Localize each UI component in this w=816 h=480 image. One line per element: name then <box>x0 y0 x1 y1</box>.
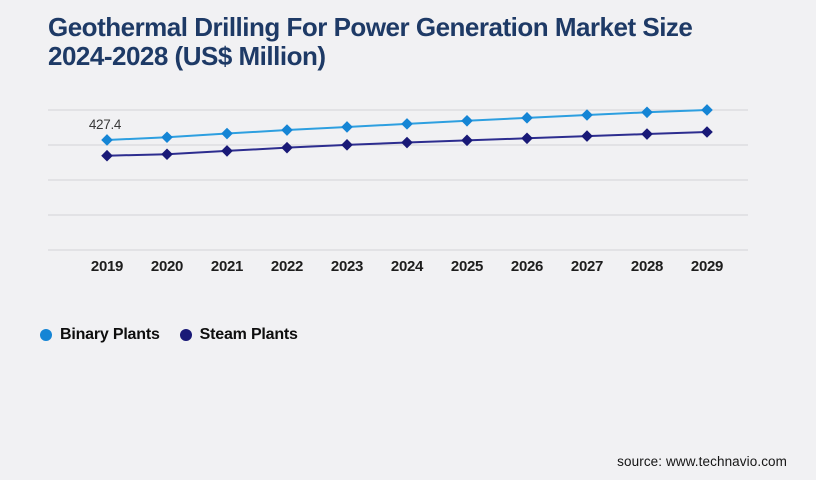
data-point-marker <box>521 132 533 145</box>
data-point-marker <box>641 106 653 119</box>
data-point-marker <box>521 112 533 124</box>
x-axis-label: 2021 <box>211 258 243 275</box>
chart-title-line2: 2024-2028 (US$ Million) <box>48 41 326 71</box>
data-point-marker <box>581 130 593 142</box>
data-point-marker <box>221 127 233 140</box>
x-axis-label: 2022 <box>271 258 303 275</box>
x-axis-label: 2024 <box>391 258 424 275</box>
data-point-marker <box>341 121 353 133</box>
data-point-marker <box>461 134 473 147</box>
data-point-marker <box>461 114 473 127</box>
data-point-marker <box>641 128 653 140</box>
data-point-marker <box>161 148 173 161</box>
chart-legend: Binary Plants Steam Plants <box>40 326 298 344</box>
steam-plants-legend-dot-icon <box>179 329 192 341</box>
chart-title: Geothermal Drilling For Power Generation… <box>48 13 748 71</box>
data-point-marker <box>161 131 173 144</box>
chart-title-line1: Geothermal Drilling For Power Generation… <box>48 12 693 42</box>
data-point-marker <box>281 141 293 154</box>
x-axis-label: 2027 <box>571 258 603 275</box>
x-axis-label: 2029 <box>691 258 723 275</box>
x-axis-label: 2020 <box>151 258 183 275</box>
legend-label-binary-plants: Binary Plants <box>60 326 160 343</box>
data-point-marker <box>581 109 593 121</box>
data-point-marker <box>401 136 413 149</box>
data-point-marker <box>341 139 353 151</box>
x-axis-label: 2023 <box>331 258 363 275</box>
legend-label-steam-plants: Steam Plants <box>199 326 298 343</box>
source-attribution: source: www.technavio.com <box>617 454 787 469</box>
binary-plants-legend-dot-icon <box>40 329 52 341</box>
x-axis-label: 2026 <box>511 258 543 275</box>
x-axis-label: 2025 <box>451 258 483 275</box>
x-axis-label: 2028 <box>631 258 663 275</box>
data-label: 427.4 <box>89 117 122 132</box>
legend-item-steam-plants: Steam Plants <box>179 326 298 344</box>
data-point-marker <box>701 126 713 138</box>
x-axis-label: 2019 <box>91 258 123 275</box>
legend-item-binary-plants: Binary Plants <box>40 326 160 344</box>
data-point-marker <box>281 124 293 136</box>
data-point-marker <box>101 134 113 146</box>
data-point-marker <box>701 104 713 116</box>
data-point-marker <box>101 149 113 162</box>
data-point-marker <box>401 118 413 130</box>
data-point-marker <box>221 145 233 157</box>
